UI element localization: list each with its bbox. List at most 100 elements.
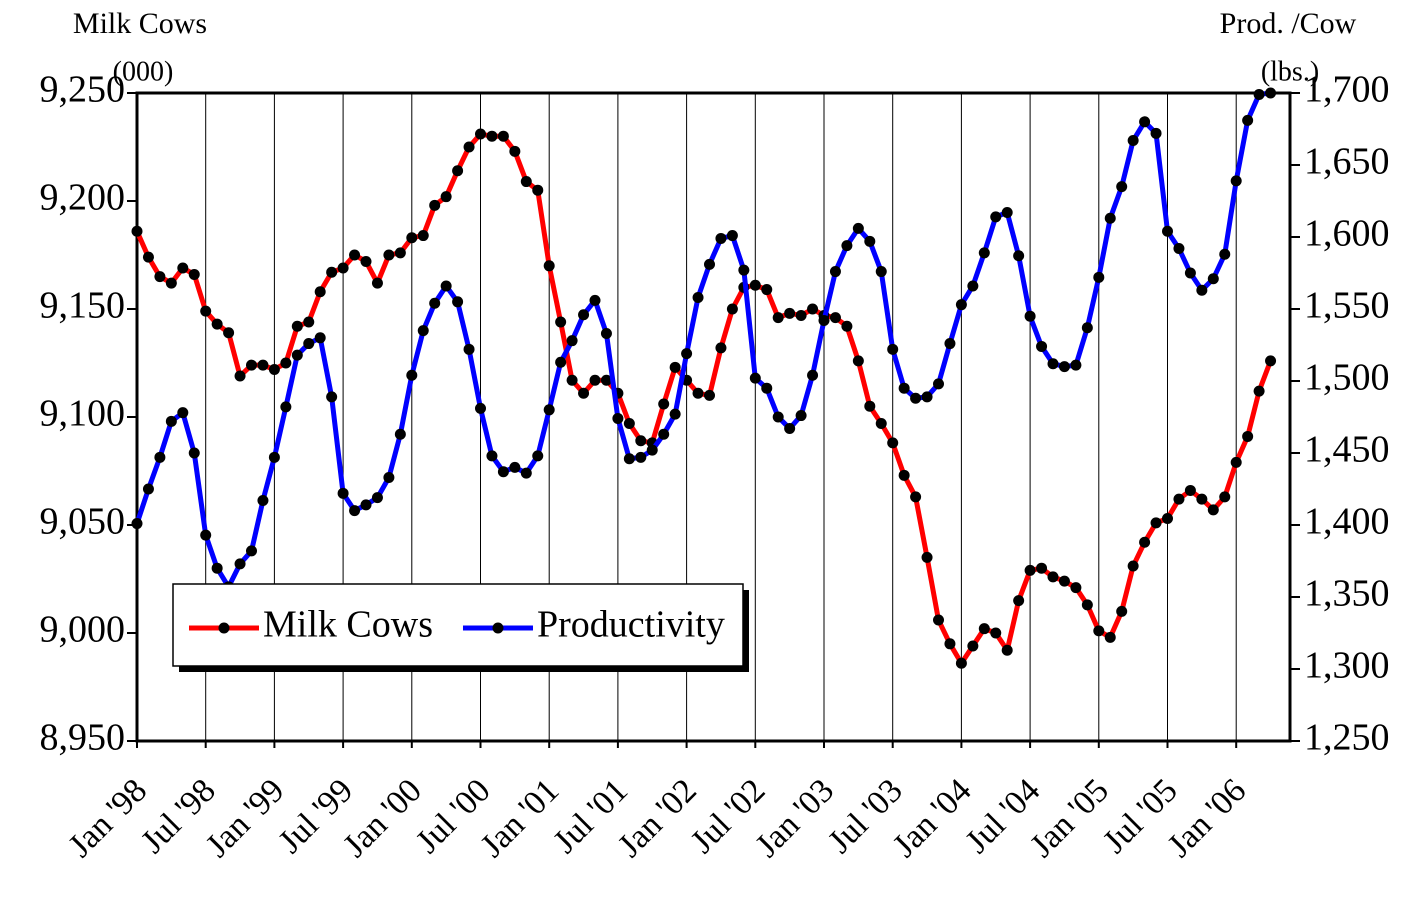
series-line xyxy=(134,131,1273,666)
data-point xyxy=(1207,504,1219,516)
data-point xyxy=(406,232,418,244)
data-point xyxy=(326,391,338,403)
data-point xyxy=(1093,625,1105,637)
data-point xyxy=(1265,87,1277,99)
data-point xyxy=(280,357,292,369)
y-tick-label: 9,050 xyxy=(40,501,126,543)
data-point xyxy=(486,450,498,462)
data-point xyxy=(566,335,578,347)
data-point xyxy=(142,251,154,263)
y2-tick-label: 1,700 xyxy=(1304,69,1390,111)
data-point xyxy=(1081,599,1093,611)
data-point xyxy=(784,307,796,319)
data-point xyxy=(726,230,738,242)
data-point xyxy=(1116,181,1128,193)
data-point xyxy=(921,391,933,403)
data-point xyxy=(211,562,223,574)
y2-tick-label: 1,250 xyxy=(1304,717,1390,759)
data-point xyxy=(921,551,933,563)
y2-tick-label: 1,550 xyxy=(1304,285,1390,327)
y2-tick-label: 1,350 xyxy=(1304,573,1390,615)
data-point xyxy=(852,222,864,234)
data-point xyxy=(188,447,200,459)
data-point xyxy=(177,407,189,419)
data-point xyxy=(887,343,899,355)
data-point xyxy=(967,640,979,652)
data-point xyxy=(933,614,944,626)
data-point xyxy=(497,130,509,142)
data-point xyxy=(1219,491,1231,503)
data-point xyxy=(738,264,750,276)
data-point xyxy=(1013,595,1025,607)
data-point xyxy=(669,361,681,373)
x-tick-label: Jan '04 xyxy=(886,772,979,865)
data-point xyxy=(177,262,189,274)
data-point xyxy=(852,355,864,367)
legend-box xyxy=(172,583,744,667)
data-point xyxy=(142,483,154,495)
x-tick-label: Jan '02 xyxy=(611,772,704,865)
data-point xyxy=(1104,631,1116,643)
y2-axis-label: Prod. /Cow xyxy=(1220,7,1357,40)
data-point xyxy=(303,338,315,350)
data-point xyxy=(452,296,464,308)
data-point xyxy=(131,225,143,237)
data-point xyxy=(1207,273,1219,285)
data-point xyxy=(291,349,303,361)
data-point xyxy=(1196,493,1208,505)
data-point xyxy=(1173,493,1185,505)
data-point xyxy=(1162,513,1173,525)
data-point xyxy=(761,382,773,394)
data-point xyxy=(532,450,544,462)
data-point xyxy=(532,184,544,196)
data-point xyxy=(154,271,166,283)
data-point xyxy=(429,199,441,211)
data-point xyxy=(497,466,509,478)
data-point xyxy=(383,249,395,261)
x-tick-label: Jan '00 xyxy=(336,772,429,865)
data-point xyxy=(658,428,670,440)
data-point xyxy=(898,382,910,394)
data-point xyxy=(1242,114,1254,126)
data-point xyxy=(944,338,956,350)
data-point xyxy=(1219,248,1231,260)
legend: Milk Cows Productivity xyxy=(172,583,749,672)
data-point xyxy=(658,398,670,410)
data-point xyxy=(165,415,177,427)
data-point xyxy=(1230,175,1242,187)
data-point xyxy=(749,279,761,291)
data-point xyxy=(910,491,922,503)
data-point xyxy=(509,145,521,157)
data-point xyxy=(967,280,979,292)
data-point xyxy=(1242,430,1254,442)
y2-tick-label: 1,600 xyxy=(1304,213,1390,255)
data-point xyxy=(429,297,441,309)
x-tick-label: Jan '06 xyxy=(1161,772,1254,865)
data-point xyxy=(841,240,853,252)
data-point xyxy=(349,249,361,261)
data-point xyxy=(749,372,761,384)
data-point xyxy=(1150,517,1162,529)
data-point xyxy=(314,332,326,344)
data-point xyxy=(337,262,349,274)
data-point xyxy=(246,359,257,371)
data-point xyxy=(1058,575,1070,587)
data-point xyxy=(978,247,990,259)
data-point xyxy=(509,461,521,473)
data-point xyxy=(234,558,246,570)
y-tick-label: 9,250 xyxy=(40,69,126,111)
data-point xyxy=(371,277,383,289)
data-point xyxy=(314,286,326,298)
data-point xyxy=(623,453,635,465)
y2-tick-label: 1,650 xyxy=(1304,141,1390,183)
data-point xyxy=(417,230,429,242)
data-point xyxy=(612,412,624,424)
data-point xyxy=(200,305,212,317)
data-point xyxy=(383,471,395,483)
legend-marker xyxy=(218,622,230,634)
data-point xyxy=(246,545,257,557)
data-point xyxy=(829,312,841,324)
data-point xyxy=(1070,582,1082,594)
data-point xyxy=(578,309,590,321)
data-point xyxy=(257,359,269,371)
